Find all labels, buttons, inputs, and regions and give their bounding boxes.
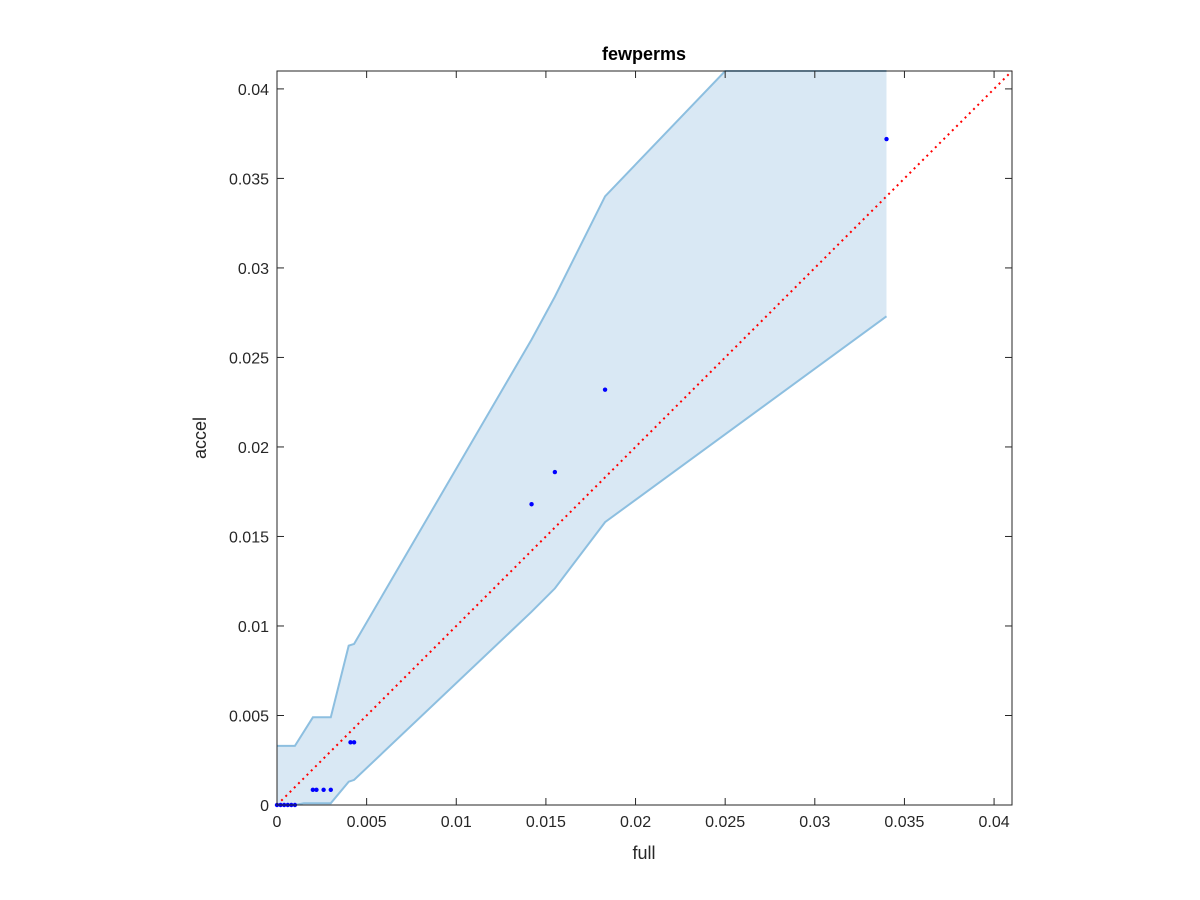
data-point (314, 787, 319, 792)
x-tick-label: 0.02 (620, 814, 651, 831)
y-tick-label: 0.01 (238, 619, 269, 636)
chart-title: fewperms (602, 44, 686, 64)
data-point (321, 787, 326, 792)
x-tick-label: 0.035 (884, 814, 924, 831)
axis-ticks (276, 71, 1012, 806)
x-axis-label: full (632, 843, 655, 863)
identity-reference-line (276, 70, 1013, 806)
data-points (274, 136, 889, 808)
x-tick-label: 0.005 (347, 814, 387, 831)
y-tick-label: 0.015 (229, 529, 269, 546)
y-tick-label: 0 (260, 798, 269, 815)
y-tick-label: 0.005 (229, 708, 269, 725)
y-tick-labels: 0 0.005 0.01 0.015 0.02 0.025 0.03 0.035 0.04 (229, 82, 269, 815)
y-tick-label: 0.025 (229, 350, 269, 367)
x-tick-label: 0.015 (526, 814, 566, 831)
x-tick-label: 0.03 (799, 814, 830, 831)
data-point (351, 740, 357, 745)
y-tick-label: 0.035 (229, 171, 269, 188)
data-point (328, 787, 333, 792)
y-tick-label: 0.04 (238, 82, 269, 99)
y-tick-label: 0.03 (238, 261, 269, 278)
x-tick-labels: 0 0.005 0.01 0.015 0.02 0.025 0.03 0.035 0.04 (273, 814, 1010, 831)
data-point (348, 740, 353, 745)
x-tick-label: 0.04 (979, 814, 1010, 831)
axes-box (276, 70, 1013, 806)
data-point (884, 136, 889, 142)
plot-area (274, 70, 1013, 808)
confidence-band-upper-edge (277, 70, 887, 747)
y-tick-label: 0.02 (238, 440, 269, 457)
data-point (602, 387, 608, 392)
x-tick-label: 0 (273, 814, 282, 831)
data-point (310, 787, 316, 792)
confidence-band-fill (277, 71, 887, 805)
x-tick-label: 0.01 (441, 814, 472, 831)
x-tick-label: 0.025 (705, 814, 745, 831)
y-axis-label: accel (190, 417, 210, 459)
confidence-band-lower-edge (277, 315, 888, 806)
data-point (552, 469, 558, 475)
data-point (529, 502, 534, 507)
